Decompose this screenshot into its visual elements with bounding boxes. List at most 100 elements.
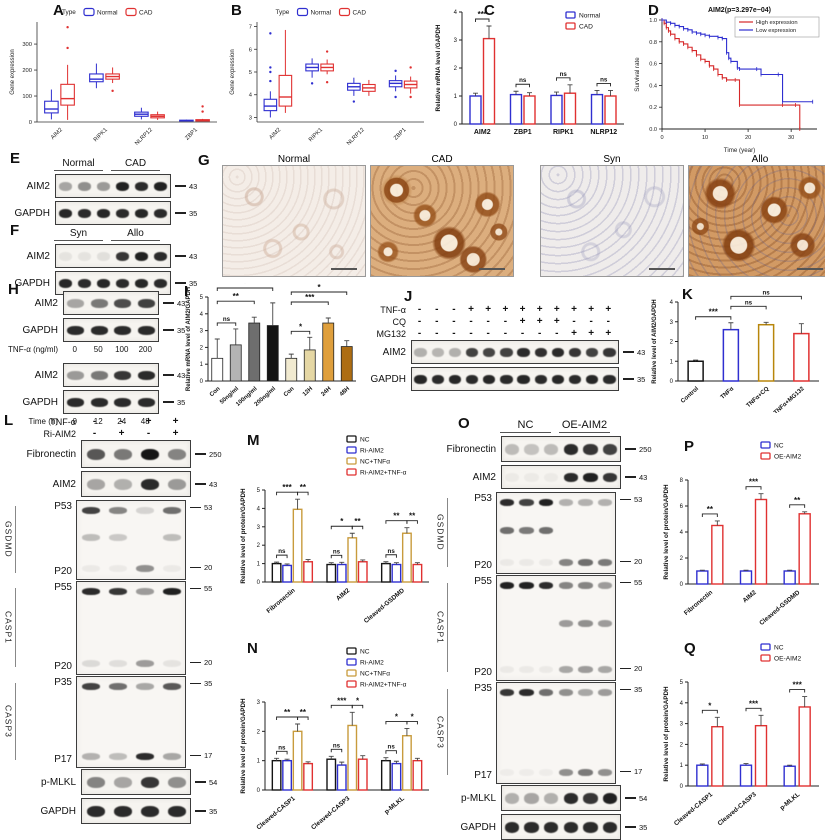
panel-q: Q 0 1 2 3 4 5 Relative level of protein/GAPDH C… bbox=[660, 640, 825, 840]
condition-row: MG132- - - - - - - - - + + + bbox=[362, 328, 645, 339]
sig-bracket bbox=[745, 707, 762, 712]
bar bbox=[696, 764, 709, 787]
blot-box bbox=[496, 682, 616, 784]
error-bar bbox=[233, 328, 239, 345]
legend-label: CAD bbox=[579, 24, 593, 31]
sig-label: *** bbox=[305, 293, 315, 302]
svg-text:2: 2 bbox=[257, 729, 261, 735]
blot-band bbox=[162, 534, 181, 541]
dose-row: TNF-α (ng/ml) 0 50 100 200 bbox=[2, 345, 185, 354]
panel-label-b: B bbox=[231, 2, 242, 19]
svg-text:3: 3 bbox=[257, 700, 261, 706]
marker-line bbox=[620, 667, 631, 670]
error-bar bbox=[284, 758, 290, 761]
group-name: OE-AIM2 bbox=[555, 419, 614, 433]
sig-bracket bbox=[745, 486, 762, 490]
group-header-row: Normal CAD bbox=[2, 158, 197, 171]
condition-value: + bbox=[172, 428, 179, 439]
blot-band bbox=[135, 507, 154, 514]
ihc-image-allo: Allo bbox=[688, 154, 825, 277]
svg-text:6: 6 bbox=[680, 504, 684, 510]
condition-value: + bbox=[145, 416, 152, 427]
ihc-image-cad: CAD bbox=[370, 154, 514, 277]
error-bar bbox=[798, 323, 804, 334]
group-name: Allo bbox=[107, 228, 164, 241]
svg-text:5: 5 bbox=[249, 70, 252, 76]
blot-band bbox=[558, 666, 573, 673]
svg-text:0: 0 bbox=[680, 784, 684, 790]
panel-k: K 0 1 2 3 4 Relative level of AIM2/GAPDH Contr… bbox=[648, 286, 825, 413]
blot-band bbox=[544, 821, 559, 833]
blot-strip bbox=[501, 785, 621, 811]
sig-label: ns bbox=[333, 742, 341, 749]
sig-label: ns bbox=[333, 548, 341, 555]
blot-band bbox=[167, 478, 186, 490]
svg-text:3: 3 bbox=[257, 525, 261, 531]
error-bar bbox=[728, 322, 734, 330]
svg-text:2: 2 bbox=[670, 340, 674, 346]
svg-text:2: 2 bbox=[680, 742, 684, 748]
bar bbox=[412, 563, 423, 583]
blot-group-row: GSDMD P53 P20 53 20 bbox=[2, 500, 230, 580]
svg-text:Relative mRNA level /GAPDH: Relative mRNA level /GAPDH bbox=[435, 24, 442, 111]
blot-band bbox=[598, 689, 613, 696]
legend-label: NC+TNFα bbox=[360, 459, 390, 466]
svg-text:3: 3 bbox=[200, 329, 204, 335]
blot-band bbox=[134, 251, 149, 261]
svg-text:ZBP1: ZBP1 bbox=[514, 129, 532, 136]
error-bar bbox=[802, 511, 808, 514]
svg-text:TNFα: TNFα bbox=[720, 386, 736, 401]
bar bbox=[357, 758, 368, 791]
bar bbox=[754, 498, 768, 585]
blot-band bbox=[504, 472, 519, 482]
blot-band bbox=[140, 805, 159, 817]
outlier bbox=[352, 100, 356, 103]
marker-col: 35 17 bbox=[616, 682, 658, 782]
panel-j: J TNF-α - - - + + + + + + + + + CQ - - - - - - + + + - - - MG132- -… bbox=[362, 288, 648, 410]
plot: 0 1 2 3 4 5 Relative level of protein/GAPDH Cle… bbox=[663, 643, 819, 827]
group-label-wrap: CASP1 bbox=[434, 575, 447, 679]
blot-strip bbox=[55, 244, 171, 268]
svg-text:Cleaved-CASP1: Cleaved-CASP1 bbox=[255, 795, 297, 831]
blot-band bbox=[465, 347, 479, 357]
blot-label: Fibronectin bbox=[26, 448, 76, 460]
blot-band bbox=[96, 251, 111, 261]
sig-bracket bbox=[276, 716, 299, 720]
error-bar bbox=[339, 561, 345, 565]
marker: 35 bbox=[171, 279, 197, 288]
blot-band bbox=[140, 448, 159, 460]
survival-line bbox=[662, 19, 801, 129]
condition-value: + bbox=[536, 316, 543, 327]
error-bar bbox=[567, 84, 573, 94]
scale-bar bbox=[331, 268, 357, 270]
svg-text:Cleaved-GSDMD: Cleaved-GSDMD bbox=[363, 587, 406, 625]
error-bar bbox=[473, 92, 478, 96]
blot-band bbox=[603, 443, 618, 455]
group-bracket-line bbox=[447, 689, 448, 775]
error-bar bbox=[360, 559, 366, 562]
panel-label-d: D bbox=[648, 2, 659, 19]
plot: 0 1 2 3 4 5 Relative level of protein/GAPDH Fib… bbox=[240, 435, 429, 625]
sig-label: *** bbox=[709, 308, 719, 317]
svg-text:3: 3 bbox=[670, 320, 674, 326]
blot-row: AIM2 43 bbox=[2, 244, 197, 268]
error-bar bbox=[349, 711, 355, 726]
blot-band bbox=[67, 397, 85, 407]
marker-line bbox=[190, 566, 201, 569]
bar bbox=[696, 570, 709, 585]
blot-band bbox=[519, 499, 534, 506]
bar bbox=[550, 94, 563, 125]
marker-col: 35 17 bbox=[186, 676, 230, 766]
blot-band bbox=[77, 181, 92, 191]
outlier bbox=[394, 69, 397, 73]
condition-value: + bbox=[588, 328, 595, 339]
sig-bracket bbox=[789, 689, 806, 693]
svg-text:200: 200 bbox=[22, 68, 32, 74]
blot-band bbox=[578, 666, 593, 673]
blot-band bbox=[137, 298, 155, 308]
marker-line bbox=[625, 448, 636, 450]
marker-line bbox=[195, 781, 206, 783]
ihc-micrograph bbox=[370, 165, 514, 277]
condition-value: + bbox=[118, 428, 125, 439]
panel-label-h: H bbox=[8, 281, 19, 298]
